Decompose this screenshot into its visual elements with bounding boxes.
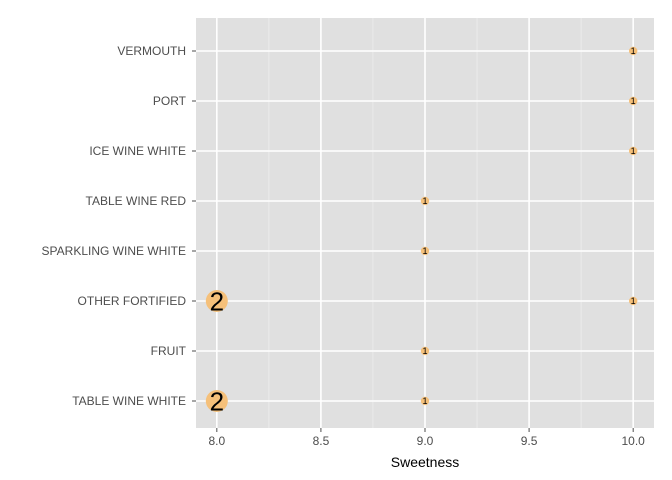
data-point-label: 2	[210, 286, 224, 316]
data-point-label: 1	[422, 346, 427, 356]
data-points: 1 1 1 1 1 2 1 1 2 1	[205, 46, 638, 416]
data-point-label: 1	[631, 146, 636, 156]
x-tick-label: 9.0	[417, 434, 434, 448]
y-tick-label: ICE WINE WHITE	[89, 144, 186, 158]
data-point	[420, 346, 430, 356]
y-tick-label: SPARKLING WINE WHITE	[42, 244, 186, 258]
x-axis: 8.0 8.5 9.0 9.5 10.0	[208, 428, 645, 448]
data-point	[420, 396, 430, 406]
y-axis: TABLE WINE WHITE FRUIT OTHER FORTIFIED SPAR…	[42, 44, 196, 408]
y-tick-label: TABLE WINE RED	[86, 194, 187, 208]
data-point-label: 1	[422, 196, 427, 206]
x-tick-label: 8.5	[313, 434, 330, 448]
y-tick-label: FRUIT	[151, 344, 187, 358]
data-point	[628, 46, 638, 56]
minor-gridlines	[268, 18, 582, 428]
x-axis-title: Sweetness	[391, 454, 459, 470]
y-tick-label: VERMOUTH	[117, 44, 186, 58]
x-tick-label: 9.5	[521, 434, 538, 448]
x-tick-label: 8.0	[208, 434, 225, 448]
y-tick-label: TABLE WINE WHITE	[72, 394, 186, 408]
data-point-label: 1	[631, 96, 636, 106]
data-point	[205, 290, 228, 312]
data-point-label: 1	[631, 46, 636, 56]
data-point	[420, 196, 430, 206]
data-point	[205, 390, 228, 412]
data-point-label: 2	[210, 386, 224, 416]
data-point	[628, 96, 638, 106]
data-point	[628, 146, 638, 156]
data-point-label: 1	[422, 246, 427, 256]
x-tick-label: 10.0	[622, 434, 646, 448]
data-point-label: 1	[422, 396, 427, 406]
data-point	[628, 296, 638, 306]
y-tick-label: PORT	[153, 94, 187, 108]
data-point-label: 1	[631, 296, 636, 306]
data-point	[420, 246, 430, 256]
y-tick-label: OTHER FORTIFIED	[78, 294, 187, 308]
